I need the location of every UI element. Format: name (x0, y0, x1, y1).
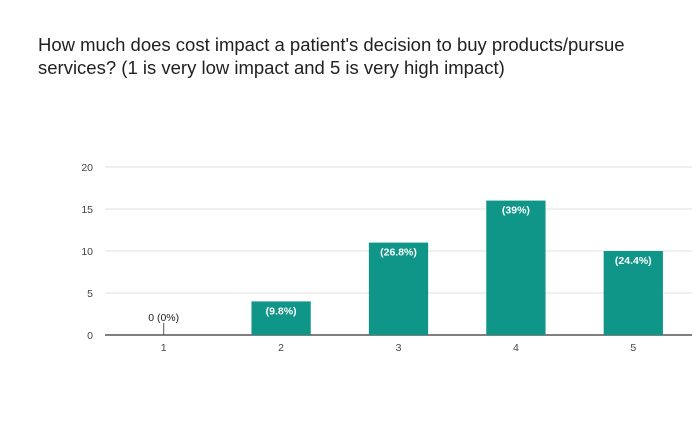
data-label-4: (39%) (502, 205, 530, 217)
x-tick-label: 5 (630, 342, 636, 354)
bar-5 (603, 251, 663, 335)
x-tick-label: 2 (278, 342, 284, 354)
y-tick-label: 10 (81, 246, 93, 258)
bar-4 (486, 200, 546, 335)
x-tick-label: 4 (513, 342, 519, 354)
data-label-1: 0 (0%) (148, 312, 179, 324)
x-tick-label: 3 (396, 342, 402, 354)
y-tick-label: 15 (81, 204, 93, 216)
question-title: How much does cost impact a patient's de… (38, 34, 625, 78)
y-axis-ticks: 0 5 10 15 20 (81, 162, 93, 342)
y-tick-label: 5 (87, 288, 93, 300)
bars (163, 200, 663, 335)
y-tick-label: 0 (87, 330, 93, 342)
y-tick-label: 20 (81, 162, 93, 174)
data-label-3: (26.8%) (380, 247, 417, 259)
data-label-5: (24.4%) (615, 255, 652, 267)
bar-2 (251, 301, 311, 335)
bar-3 (368, 242, 429, 335)
x-tick-label: 1 (161, 342, 167, 354)
data-label-2: (9.8%) (266, 305, 297, 317)
data-labels: 0 (0%) (9.8%) (26.8%) (39%) (24.4%) (148, 205, 651, 324)
x-axis-ticks: 1 2 3 4 5 (161, 342, 637, 354)
